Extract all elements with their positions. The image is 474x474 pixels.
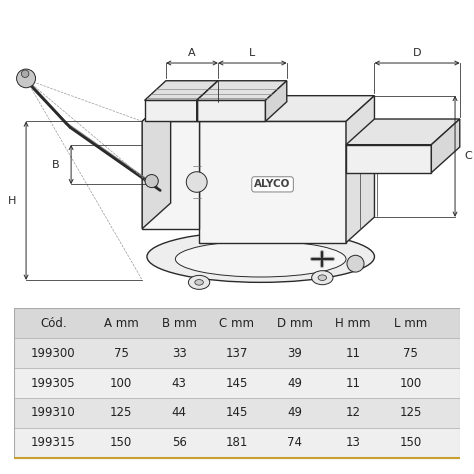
Text: 199305: 199305 xyxy=(31,376,75,390)
Polygon shape xyxy=(142,96,228,121)
Ellipse shape xyxy=(175,241,346,277)
Text: 43: 43 xyxy=(172,376,186,390)
Ellipse shape xyxy=(312,271,333,285)
Text: 39: 39 xyxy=(288,346,302,360)
Ellipse shape xyxy=(195,280,203,285)
Text: 100: 100 xyxy=(400,376,422,390)
Text: L mm: L mm xyxy=(394,317,428,329)
Text: 150: 150 xyxy=(400,437,422,449)
Text: 125: 125 xyxy=(400,407,422,419)
Bar xyxy=(14,368,460,398)
Text: B: B xyxy=(52,160,60,170)
Text: C: C xyxy=(465,151,472,161)
Text: D: D xyxy=(413,48,421,58)
Polygon shape xyxy=(199,96,374,121)
Polygon shape xyxy=(145,81,218,100)
Text: L: L xyxy=(249,48,255,58)
Polygon shape xyxy=(346,119,460,145)
Text: 75: 75 xyxy=(403,346,418,360)
Text: 12: 12 xyxy=(346,407,360,419)
Circle shape xyxy=(186,172,207,192)
Text: 150: 150 xyxy=(110,437,132,449)
Text: B mm: B mm xyxy=(162,317,197,329)
Text: H mm: H mm xyxy=(335,317,371,329)
Text: 100: 100 xyxy=(110,376,132,390)
Text: H: H xyxy=(8,196,16,206)
Text: 75: 75 xyxy=(114,346,128,360)
Text: Cód.: Cód. xyxy=(40,317,66,329)
Text: 33: 33 xyxy=(172,346,186,360)
Text: 199300: 199300 xyxy=(31,346,75,360)
Polygon shape xyxy=(199,121,346,243)
Polygon shape xyxy=(197,81,218,121)
Text: 199310: 199310 xyxy=(31,407,75,419)
Polygon shape xyxy=(265,81,287,121)
Text: 74: 74 xyxy=(287,437,302,449)
Polygon shape xyxy=(346,145,431,173)
Text: 125: 125 xyxy=(110,407,132,419)
Text: 145: 145 xyxy=(226,376,248,390)
Text: 11: 11 xyxy=(346,376,360,390)
Text: 49: 49 xyxy=(287,407,302,419)
Ellipse shape xyxy=(189,275,210,289)
Circle shape xyxy=(145,174,158,188)
Text: A: A xyxy=(188,48,196,58)
Polygon shape xyxy=(197,100,265,121)
Ellipse shape xyxy=(318,275,327,281)
Bar xyxy=(14,398,460,428)
Text: D mm: D mm xyxy=(277,317,313,329)
Text: 199315: 199315 xyxy=(31,437,75,449)
Text: 11: 11 xyxy=(346,346,360,360)
Circle shape xyxy=(21,70,29,77)
Text: 13: 13 xyxy=(346,437,360,449)
Text: 56: 56 xyxy=(172,437,186,449)
Polygon shape xyxy=(142,121,199,228)
Text: A mm: A mm xyxy=(104,317,138,329)
Bar xyxy=(14,308,460,338)
Bar xyxy=(14,428,460,458)
Circle shape xyxy=(347,255,364,272)
Text: 44: 44 xyxy=(172,407,187,419)
Text: C mm: C mm xyxy=(219,317,255,329)
Circle shape xyxy=(17,69,36,88)
Polygon shape xyxy=(197,81,287,100)
Ellipse shape xyxy=(147,231,374,283)
Text: 145: 145 xyxy=(226,407,248,419)
Text: 137: 137 xyxy=(226,346,248,360)
Polygon shape xyxy=(346,96,374,243)
Text: ALYCO: ALYCO xyxy=(255,179,291,189)
Bar xyxy=(14,338,460,368)
Polygon shape xyxy=(145,100,197,121)
Polygon shape xyxy=(142,96,171,228)
Text: 181: 181 xyxy=(226,437,248,449)
Polygon shape xyxy=(431,119,460,173)
Text: 49: 49 xyxy=(287,376,302,390)
